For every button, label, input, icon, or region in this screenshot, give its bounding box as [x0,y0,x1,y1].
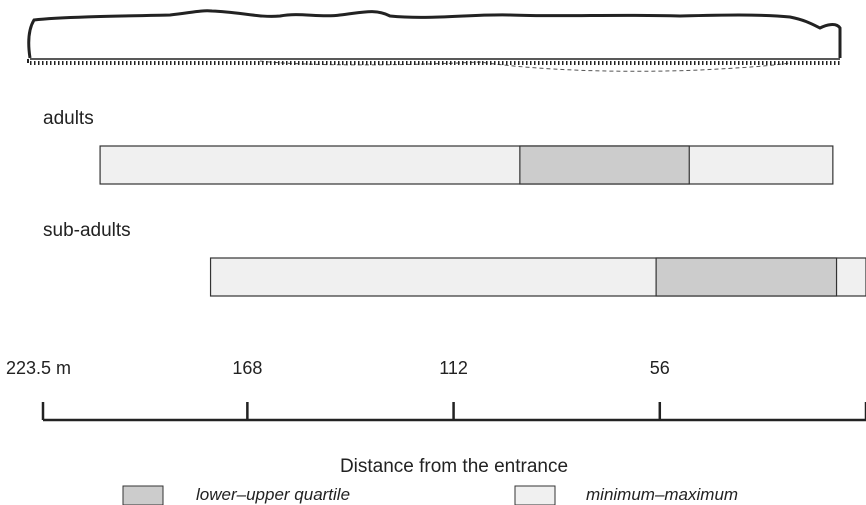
legend-label-quartile: lower–upper quartile [196,485,350,504]
axis-tick-label: 168 [232,358,262,378]
adults-range-bar [99,145,834,185]
axis-tick-label: 56 [650,358,670,378]
group-label-adults: adults [43,108,94,129]
chart-bars [99,145,866,297]
axis-ticks: 223.5 m168112560 [6,358,866,420]
x-axis-label: Distance from the entrance [340,456,568,477]
legend-swatch-min-max [514,485,556,505]
group-label-sub-adults: sub-adults [43,220,131,241]
legend: lower–upper quartile minimum–maximum [122,485,738,505]
legend-label-min-max: minimum–maximum [586,485,738,504]
legend-swatch-quartile [122,485,164,505]
cave-profile-illustration [27,9,842,72]
axis-tick-label: 112 [439,358,468,378]
sub-adults-quartile-bar [655,257,838,297]
adults-quartile-bar [519,145,690,185]
axis-tick-label: 223.5 m [6,358,71,378]
